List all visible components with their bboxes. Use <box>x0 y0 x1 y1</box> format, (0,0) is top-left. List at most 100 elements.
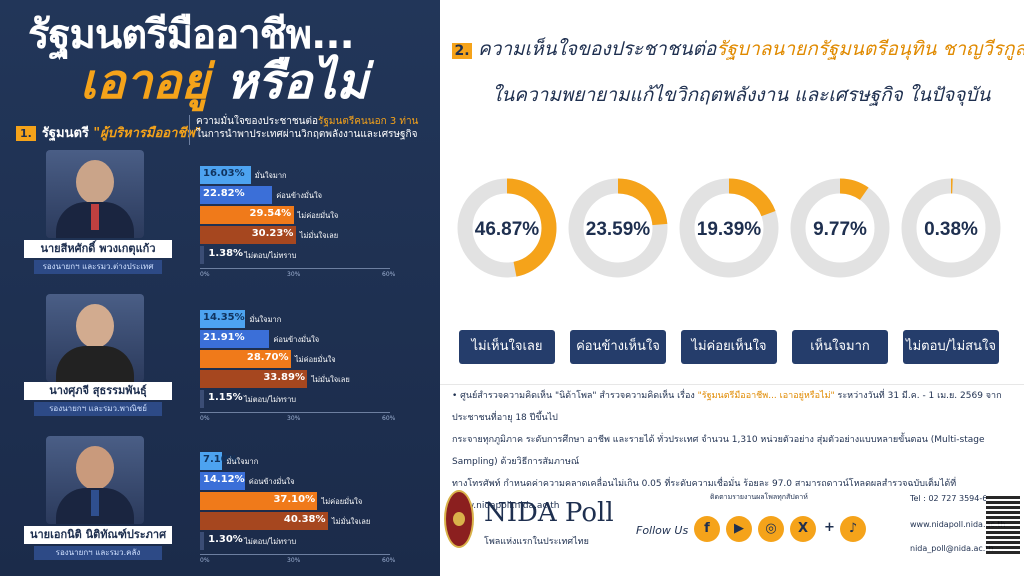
minister-photo <box>46 150 144 238</box>
brand-subtitle: โพลแห่งแรกในประเทศไทย <box>484 537 589 547</box>
contact-tel: Tel : 02 727 3594-6 <box>910 494 988 503</box>
bar-value-label: 7.10% <box>203 454 238 465</box>
x-axis <box>200 412 390 413</box>
section-1-question: ความมั่นใจของประชาชนต่อรัฐมนตรีคนนอก 3 ท… <box>196 115 432 141</box>
note-line1-highlight: "รัฐมนตรีมืออาชีพ... เอาอยู่หรือไม่" <box>697 391 835 401</box>
facebook-icon[interactable]: f <box>694 516 720 542</box>
right-panel: 2. ความเห็นใจของประชาชนต่อรัฐบาลนายกรัฐมน… <box>440 0 1024 576</box>
section-2-title-highlight: รัฐบาลนายกรัฐมนตรีอนุทิน ชาญวีรกูล <box>716 38 1024 60</box>
minister-photo <box>46 436 144 524</box>
section-2-title-part1: ความเห็นใจของประชาชนต่อ <box>478 38 717 60</box>
minister-name: นายสีหศักดิ์ พวงเกตุแก้ว <box>24 240 172 258</box>
brand-name: NIDA Poll <box>484 498 614 528</box>
survey-note: • ศูนย์สำรวจความคิดเห็น "นิด้าโพล" สำรวจ… <box>440 384 1024 517</box>
main-title-line2: เอาอยู่ หรือไม่ <box>80 44 368 120</box>
bar <box>200 350 291 368</box>
x-axis <box>200 268 390 269</box>
bar-value-label: 14.12% <box>203 474 245 485</box>
bar <box>200 492 318 510</box>
donut-category-label: ค่อนข้างเห็นใจ <box>570 330 666 364</box>
bar <box>200 390 204 408</box>
x-tick-label: 0% <box>200 415 210 422</box>
bar-category-label: มั่นใจมาก <box>226 457 259 466</box>
nida-seal-logo <box>444 490 474 548</box>
minister-name: นายเอกนิติ นิติทัณฑ์ประภาศ <box>24 526 172 544</box>
bar <box>200 186 273 204</box>
question-highlight: รัฐมนตรีคนนอก 3 ท่าน <box>318 116 419 127</box>
minister-photo <box>46 294 144 382</box>
donut-slice <box>568 178 668 278</box>
instagram-icon[interactable]: ◎ <box>758 516 784 542</box>
bar-category-label: ไม่ค่อยมั่นใจ <box>297 211 339 220</box>
donut-category-label: ไม่ค่อยเห็นใจ <box>681 330 777 364</box>
bar <box>200 472 245 490</box>
main-title-rest: หรือไม่ <box>209 54 368 110</box>
left-panel: รัฐมนตรีมืออาชีพ... เอาอยู่ หรือไม่ 1. รั… <box>0 0 440 576</box>
section-2-badge: 2. <box>452 43 472 59</box>
donut-slice <box>457 178 557 278</box>
plus-sign: + <box>824 520 835 535</box>
bar <box>200 532 205 550</box>
bar-category-label: ไม่ตอบ/ไม่ทราบ <box>244 537 297 546</box>
bar-value-label: 1.15% <box>208 392 243 403</box>
bar-category-label: ไม่ค่อยมั่นใจ <box>321 497 363 506</box>
main-title-highlight: เอาอยู่ <box>80 54 210 110</box>
donut-value-label: 9.77% <box>813 219 867 240</box>
main-title-line1: รัฐมนตรีมืออาชีพ... <box>28 12 355 58</box>
note-line2: กระจายทุกภูมิภาค ระดับการศึกษา อาชีพ และ… <box>452 435 985 467</box>
donut: 9.77% <box>790 178 890 278</box>
donut-value-label: 46.87% <box>475 219 540 240</box>
minister-role: รองนายกฯ และรมว.พาณิชย์ <box>34 402 162 416</box>
bar-category-label: ค่อนข้างมั่นใจ <box>248 477 295 486</box>
section-2-subtitle: ในความพยายามแก้ไขวิกฤตพลังงาน และเศรษฐกิ… <box>492 84 991 106</box>
youtube-icon[interactable]: ▶ <box>726 516 752 542</box>
contact-web[interactable]: www.nidapoll.nida.ac.th <box>910 520 1006 529</box>
section-1-heading: 1. รัฐมนตรี "ผู้บริหารมืออาชีพ" <box>16 122 202 143</box>
donut-category-label: เห็นใจมาก <box>792 330 888 364</box>
donut-value-label: 19.39% <box>697 219 762 240</box>
bar <box>200 452 223 470</box>
bar-category-label: ค่อนข้างมั่นใจ <box>273 335 320 344</box>
minister-role: รองนายกฯ และรมว.ต่างประเทศ <box>34 260 162 274</box>
donut: 0.38% <box>901 178 1001 278</box>
qr-code[interactable] <box>986 494 1020 554</box>
bar-value-label: 40.38% <box>283 514 326 525</box>
bar-value-label: 30.23% <box>251 228 294 239</box>
bar-value-label: 21.91% <box>203 332 245 343</box>
minister-name: นางศุภจี สุธรรมพันธุ์ <box>24 382 172 400</box>
bar <box>200 206 294 224</box>
section-divider <box>189 115 190 145</box>
bar-category-label: ค่อนข้างมั่นใจ <box>276 191 323 200</box>
tiktok-icon[interactable]: ♪ <box>840 516 866 542</box>
donut-slice <box>901 178 1001 278</box>
bar-value-label: 28.70% <box>246 352 289 363</box>
section-1-quote: "ผู้บริหารมืออาชีพ" <box>93 126 202 141</box>
bar <box>200 246 205 264</box>
donut-value-label: 0.38% <box>924 219 978 240</box>
bar-category-label: ไม่มั่นใจเลย <box>331 517 371 526</box>
bar-value-label: 29.54% <box>249 208 292 219</box>
x-tick-label: 60% <box>382 271 396 278</box>
donut-value-label: 23.59% <box>586 219 651 240</box>
section-1-badge: 1. <box>16 126 36 141</box>
x-tick-label: 30% <box>287 271 301 278</box>
contact-email[interactable]: nida_poll@nida.ac.th <box>910 544 994 553</box>
bar-category-label: ไม่มั่นใจเลย <box>299 231 339 240</box>
bar-category-label: ไม่มั่นใจเลย <box>311 375 350 384</box>
bar <box>200 310 246 328</box>
bar-value-label: 1.38% <box>208 248 244 259</box>
donut-slice <box>790 178 890 278</box>
note-line1-a: • ศูนย์สำรวจความคิดเห็น "นิด้าโพล" สำรวจ… <box>452 391 698 401</box>
bar-value-label: 16.03% <box>203 168 245 179</box>
donut-chart-group: 46.87% ไม่เห็นใจเลย 23.59% ค่อนข้างเห็นใจ 19… <box>440 140 1024 364</box>
x-icon[interactable]: X <box>790 516 816 542</box>
bar-category-label: มั่นใจมาก <box>249 315 282 324</box>
x-tick-label: 60% <box>382 557 396 564</box>
section-2-title: 2. ความเห็นใจของประชาชนต่อรัฐบาลนายกรัฐมน… <box>452 34 1024 64</box>
donut-category-label: ไม่ตอบ/ไม่สนใจ <box>903 330 999 364</box>
bar <box>200 512 328 530</box>
bar <box>200 330 270 348</box>
x-tick-label: 30% <box>287 557 301 564</box>
donut-category-label: ไม่เห็นใจเลย <box>459 330 555 364</box>
minister-block-3: นายเอกนิติ นิติทัณฑ์ประภาศ รองนายกฯ และร… <box>0 436 440 576</box>
